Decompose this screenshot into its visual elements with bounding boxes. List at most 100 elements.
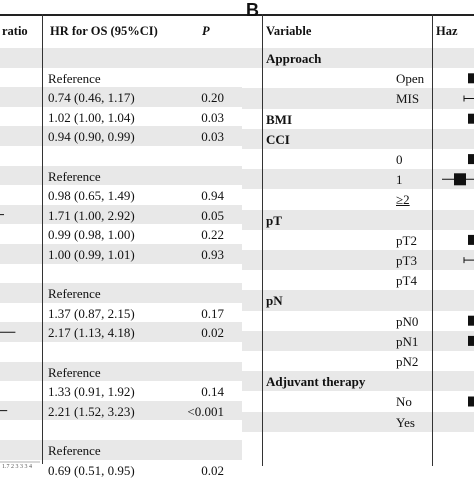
table-row: pN [242, 290, 474, 311]
table-row: BMI [242, 109, 474, 129]
panel-a-forest-table: ratio HR for OS (95%CI) P Reference 0.74 … [0, 14, 242, 478]
table-row: 2.17 (1.13, 4.18) 0.02 [0, 322, 242, 342]
panel-b-label: B [246, 0, 259, 20]
table-row: Reference [0, 440, 242, 460]
table-row: CCI [242, 128, 474, 149]
variable-level: 0 [396, 152, 403, 167]
table-row: MIS [242, 88, 474, 109]
variable-name: Adjuvant therapy [266, 374, 366, 390]
variable-name: BMI [266, 111, 292, 127]
table-row: pT2 [242, 230, 474, 250]
p-value-cell: 0.20 [201, 90, 224, 106]
p-value-cell: 0.05 [201, 207, 224, 223]
table-row: 2.21 (1.52, 3.23) <0.001 [0, 400, 242, 421]
hr-point [454, 173, 466, 186]
hr-cell: 1.71 (1.00, 2.92) [48, 207, 135, 223]
table-row: Reference [0, 68, 242, 88]
variable-name: Approach [266, 51, 322, 66]
table-row: 0.94 (0.90, 0.99) 0.03 [0, 126, 242, 146]
table-row: pT [242, 209, 474, 230]
hr-point [468, 234, 474, 245]
table-row: Reference [0, 361, 242, 382]
variable-level: pT4 [396, 273, 417, 289]
table-row: 1.00 (0.99, 1.01) 0.93 [0, 244, 242, 264]
table-row: pN1 [242, 330, 474, 351]
hr-cell: 0.99 (0.98, 1.00) [48, 227, 135, 243]
table-row: pN0 [242, 311, 474, 331]
hr-point [468, 154, 474, 165]
table-row: pT3 [242, 250, 474, 271]
p-column-header: P [202, 24, 210, 38]
panel-b-forest-plot [442, 73, 474, 407]
p-value-cell: 0.03 [201, 129, 224, 145]
hr-cell: 0.94 (0.90, 0.99) [48, 129, 135, 145]
hr-cell: Reference [48, 364, 101, 380]
p-value-cell: 0.93 [201, 247, 224, 262]
table-row: 0 [242, 149, 474, 169]
variable-level: Yes [396, 414, 415, 430]
p-value-cell: 0.22 [201, 227, 224, 243]
variable-column-header: Variable [266, 24, 312, 38]
panel-border [262, 14, 263, 466]
table-row: 0.98 (0.65, 1.49) 0.94 [0, 185, 242, 205]
hr-point [468, 396, 474, 407]
hr-point [468, 335, 474, 346]
variable-level: ≥2 [396, 192, 410, 208]
hr-column-header: HR for OS (95%CI) [50, 24, 158, 38]
p-value-cell: 0.17 [201, 305, 224, 321]
hr-cell: Reference [48, 286, 101, 302]
table-row: Open [242, 68, 474, 88]
variable-level: MIS [396, 91, 420, 107]
table-row: 1.71 (1.00, 2.92) 0.05 [0, 204, 242, 225]
variable-level: pN1 [396, 333, 419, 349]
variable-level: pN2 [396, 354, 419, 369]
table-row: pT4 [242, 270, 474, 290]
variable-level: Open [396, 71, 425, 87]
hr-point [468, 315, 474, 326]
p-value-cell: <0.001 [187, 403, 224, 419]
table-row: Adjuvant therapy [242, 371, 474, 392]
table-row: Reference [0, 283, 242, 303]
variable-level: 1 [396, 172, 403, 188]
table-row: 1 [242, 169, 474, 190]
panel-a-header: ratio HR for OS (95%CI) P [0, 14, 242, 50]
table-row: ≥2 [242, 189, 474, 209]
hr-cell: 2.21 (1.52, 3.23) [48, 403, 135, 419]
hr-cell: Reference [48, 443, 101, 458]
hr-point [468, 73, 474, 84]
hr-cell: 1.33 (0.91, 1.92) [48, 384, 135, 400]
table-row: 1.33 (0.91, 1.92) 0.14 [0, 381, 242, 401]
variable-level: No [396, 394, 412, 410]
hr-cell: 1.37 (0.87, 2.15) [48, 305, 135, 321]
variable-level: pT3 [396, 253, 417, 268]
hr-point [468, 113, 474, 124]
hr-cell: 0.98 (0.65, 1.49) [48, 188, 135, 204]
hr-cell: 2.17 (1.13, 4.18) [48, 325, 135, 341]
panel-b-forest-table: Variable Haz B Approach Open MIS BMI CCI 0 1 ≥2… [242, 0, 474, 474]
hr-cell: Reference [48, 168, 101, 184]
variable-level: pT2 [396, 232, 417, 248]
table-row: Reference [0, 165, 242, 186]
p-value-cell: 0.02 [201, 325, 224, 341]
table-row: No [242, 391, 474, 411]
table-row: 1.37 (0.87, 2.15) 0.17 [0, 303, 242, 323]
hr-cell: 1.00 (0.99, 1.01) [48, 247, 135, 262]
hr-cell: 0.74 (0.46, 1.17) [48, 90, 135, 106]
hr-cell: Reference [48, 70, 101, 86]
table-row: 1.02 (1.00, 1.04) 0.03 [0, 107, 242, 127]
p-value-cell: 0.14 [201, 384, 224, 400]
table-row: Yes [242, 411, 474, 432]
variable-name: CCI [266, 131, 290, 147]
variable-level: pN0 [396, 313, 419, 329]
variable-name: pT [266, 212, 282, 228]
column-divider [432, 14, 433, 466]
p-value-cell: 0.94 [201, 188, 224, 204]
panel-a-forest-plot [0, 214, 40, 463]
column-divider [42, 14, 43, 464]
table-row: Approach [242, 48, 474, 69]
hr-cell: 1.02 (1.00, 1.04) [48, 109, 135, 125]
table-row: 0.74 (0.46, 1.17) 0.20 [0, 87, 242, 107]
table-row: 0.99 (0.98, 1.00) 0.22 [0, 224, 242, 244]
table-row: pN2 [242, 351, 474, 371]
hazard-column-header: Haz [436, 24, 458, 38]
